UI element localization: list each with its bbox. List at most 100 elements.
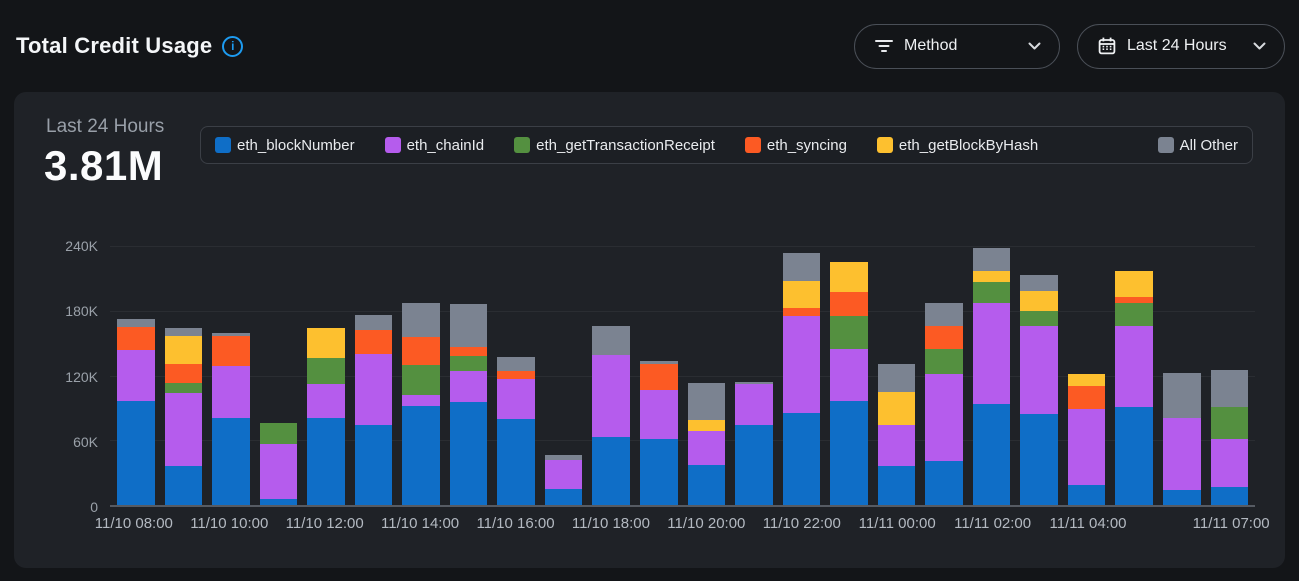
bar-segment-eth-syncing bbox=[782, 307, 821, 317]
y-tick-label: 60K bbox=[73, 433, 98, 450]
stacked-bar-11-10-17-00[interactable] bbox=[544, 246, 583, 505]
bar-segment-eth-blockNumber bbox=[735, 425, 773, 505]
stacked-bar-11-10-16-00[interactable] bbox=[497, 246, 535, 505]
credit-usage-chart: 0 60K 120K 180K 240K 11/10 08:00 11/10 10:00 1… bbox=[46, 238, 1269, 539]
stacked-bar-11-10-20-00[interactable] bbox=[687, 246, 726, 505]
x-tick-label: 11/10 08:00 bbox=[94, 515, 173, 532]
bar-segment-eth-getTransactionReceipt bbox=[1210, 406, 1249, 440]
stacked-bar-11-10-09-00[interactable] bbox=[164, 246, 203, 505]
stacked-bar-11-11-04-00[interactable] bbox=[1067, 246, 1106, 505]
y-tick-label: 120K bbox=[65, 368, 98, 385]
bar-slot bbox=[1110, 246, 1158, 505]
stacked-bar-11-11-02-00[interactable] bbox=[972, 246, 1011, 505]
bar-segment-eth-getTransactionReceipt bbox=[449, 356, 488, 372]
bar-segment-eth-blockNumber bbox=[307, 417, 345, 505]
bar-segment-eth-blockNumber bbox=[402, 405, 440, 505]
legend-item-eth-chainId[interactable]: eth_chainId bbox=[384, 136, 485, 154]
card-range-title: Last 24 Hours bbox=[46, 116, 165, 137]
stacked-bar-11-11-03-00[interactable] bbox=[1020, 246, 1058, 505]
bar-segment-eth-getTransactionReceipt bbox=[972, 281, 1011, 304]
bar-segment-eth-chainId bbox=[640, 389, 678, 440]
y-tick-label: 240K bbox=[65, 238, 98, 254]
bar-segment-All Other bbox=[877, 363, 916, 392]
bar-segment-eth-chainId bbox=[1163, 417, 1201, 490]
x-tick-label: 11/11 00:00 bbox=[858, 515, 936, 532]
bar-segment-eth-getBlockByHash bbox=[1020, 291, 1058, 311]
stacked-bar-11-11-05-00[interactable] bbox=[1115, 246, 1154, 505]
title-group: Total Credit Usage i bbox=[16, 33, 244, 59]
legend-label: eth_getTransactionReceipt bbox=[536, 136, 715, 154]
date-range-dropdown[interactable]: Last 24 Hours bbox=[1077, 23, 1285, 69]
bar-segment-eth-blockNumber bbox=[497, 418, 535, 505]
bar-segment-eth-chainId bbox=[1067, 408, 1106, 485]
gridline bbox=[110, 375, 1255, 377]
bar-segment-All Other bbox=[212, 333, 250, 336]
stacked-bar-11-10-14-00[interactable] bbox=[402, 246, 440, 505]
bar-segment-eth-syncing bbox=[640, 363, 678, 390]
bar-segment-eth-getTransactionReceipt bbox=[925, 348, 963, 375]
bar-segment-eth-blockNumber bbox=[212, 417, 250, 505]
bar-slot bbox=[635, 246, 683, 505]
stacked-bar-11-10-10-00[interactable] bbox=[212, 246, 250, 505]
method-filter-dropdown[interactable]: Method bbox=[854, 23, 1060, 69]
legend-swatch bbox=[384, 137, 401, 153]
stacked-bar-11-10-23-00[interactable] bbox=[830, 246, 868, 505]
bar-segment-eth-blockNumber bbox=[449, 402, 488, 505]
stacked-bar-11-11-00-00[interactable] bbox=[877, 246, 916, 505]
stacked-bar-11-10-13-00[interactable] bbox=[354, 246, 393, 505]
plot-area bbox=[110, 246, 1255, 507]
stacked-bar-11-10-12-00[interactable] bbox=[307, 246, 345, 505]
stacked-bar-11-10-19-00[interactable] bbox=[640, 246, 678, 505]
bar-slot bbox=[730, 246, 778, 505]
stacked-bar-11-11-06-00[interactable] bbox=[1163, 246, 1201, 505]
bar-segment-All Other bbox=[925, 303, 963, 326]
bar-segment-All Other bbox=[1020, 275, 1058, 292]
method-filter-label: Method bbox=[904, 37, 958, 54]
bar-segment-eth-chainId bbox=[212, 365, 250, 418]
bar-segment-eth-getTransactionReceipt bbox=[830, 316, 868, 349]
legend-item-eth-syncing[interactable]: eth_syncing bbox=[744, 137, 847, 154]
info-icon[interactable]: i bbox=[222, 35, 244, 57]
bar-segment-eth-getBlockByHash bbox=[1115, 270, 1154, 297]
bar-segment-eth-chainId bbox=[354, 353, 393, 426]
legend-item-eth-getTransactionReceipt[interactable]: eth_getTransactionReceipt bbox=[514, 137, 715, 154]
legend-item-eth-blockNumber[interactable]: eth_blockNumber bbox=[215, 137, 355, 154]
bar-segment-eth-getBlockByHash bbox=[687, 419, 726, 431]
stacked-bar-11-10-18-00[interactable] bbox=[592, 246, 631, 505]
legend-label: eth_chainId bbox=[406, 136, 485, 154]
bar-segment-eth-syncing bbox=[1067, 386, 1106, 409]
bar-segment-All Other bbox=[402, 303, 440, 337]
x-tick-label: 11/11 04:00 bbox=[1049, 515, 1127, 532]
bar-segment-eth-chainId bbox=[164, 392, 203, 467]
bar-slot bbox=[873, 246, 921, 505]
bar-slot bbox=[255, 246, 303, 505]
credit-usage-card: Last 24 Hours 3.81M eth_blockNumber eth_c… bbox=[14, 92, 1285, 568]
bar-segment-eth-chainId bbox=[592, 355, 631, 438]
total-credits-value: 3.81M bbox=[44, 142, 164, 189]
stacked-bar-11-10-22-00[interactable] bbox=[782, 246, 821, 505]
legend-item-eth-getBlockByHash[interactable]: eth_getBlockByHash bbox=[876, 137, 1038, 154]
legend-item-All Other[interactable]: All Other bbox=[1157, 137, 1238, 154]
bar-segment-eth-blockNumber bbox=[925, 460, 963, 505]
bar-segment-eth-blockNumber bbox=[117, 401, 155, 505]
chevron-down-icon bbox=[1028, 42, 1041, 50]
chart-legend: eth_blockNumber eth_chainId eth_getTransac… bbox=[200, 126, 1253, 164]
x-tick-label: 11/10 22:00 bbox=[762, 515, 841, 532]
stacked-bar-11-10-11-00[interactable] bbox=[259, 246, 298, 505]
bar-segment-eth-chainId bbox=[687, 430, 726, 466]
x-tick-label: 11/11 07:00 bbox=[1192, 515, 1270, 532]
stacked-bar-11-11-07-00[interactable] bbox=[1210, 246, 1249, 505]
x-tick-label: 11/10 12:00 bbox=[285, 515, 364, 532]
bar-segment-eth-getTransactionReceipt bbox=[402, 364, 440, 395]
bar-segment-eth-chainId bbox=[449, 371, 488, 403]
bar-slot bbox=[1063, 246, 1111, 505]
stacked-bar-11-10-21-00[interactable] bbox=[735, 246, 773, 505]
stacked-bar-11-11-01-00[interactable] bbox=[925, 246, 963, 505]
legend-swatch bbox=[215, 137, 231, 153]
bar-slot bbox=[1206, 246, 1254, 505]
bar-segment-eth-chainId bbox=[259, 443, 298, 499]
bar-segment-All Other bbox=[1163, 373, 1201, 418]
stacked-bar-11-10-08-00[interactable] bbox=[117, 246, 155, 505]
stacked-bar-11-10-15-00[interactable] bbox=[449, 246, 488, 505]
bar-segment-eth-getTransactionReceipt bbox=[307, 358, 345, 385]
